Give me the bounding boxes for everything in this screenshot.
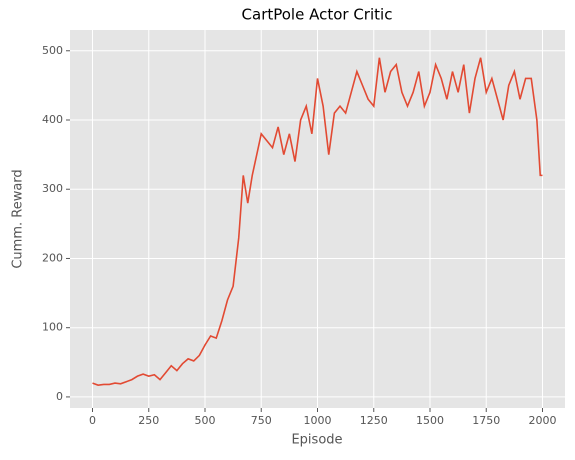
x-tick-label: 1500 bbox=[416, 414, 444, 427]
x-tick-label: 2000 bbox=[529, 414, 557, 427]
x-tick-label: 1250 bbox=[360, 414, 388, 427]
x-tick-label: 1000 bbox=[304, 414, 332, 427]
y-tick-label: 500 bbox=[42, 44, 63, 57]
y-tick-label: 100 bbox=[42, 321, 63, 334]
x-tick-label: 250 bbox=[138, 414, 159, 427]
x-tick-label: 1750 bbox=[472, 414, 500, 427]
x-tick-label: 750 bbox=[251, 414, 272, 427]
y-tick-label: 0 bbox=[56, 390, 63, 403]
y-tick-label: 200 bbox=[42, 251, 63, 264]
x-axis-label: Episode bbox=[291, 433, 342, 448]
x-tick-label: 0 bbox=[89, 414, 96, 427]
chart-title: CartPole Actor Critic bbox=[242, 6, 393, 24]
x-tick-label: 500 bbox=[195, 414, 216, 427]
y-tick-label: 300 bbox=[42, 182, 63, 195]
y-tick-label: 400 bbox=[42, 113, 63, 126]
line-series bbox=[92, 57, 543, 386]
y-axis-label: Cumm. Reward bbox=[11, 169, 26, 268]
